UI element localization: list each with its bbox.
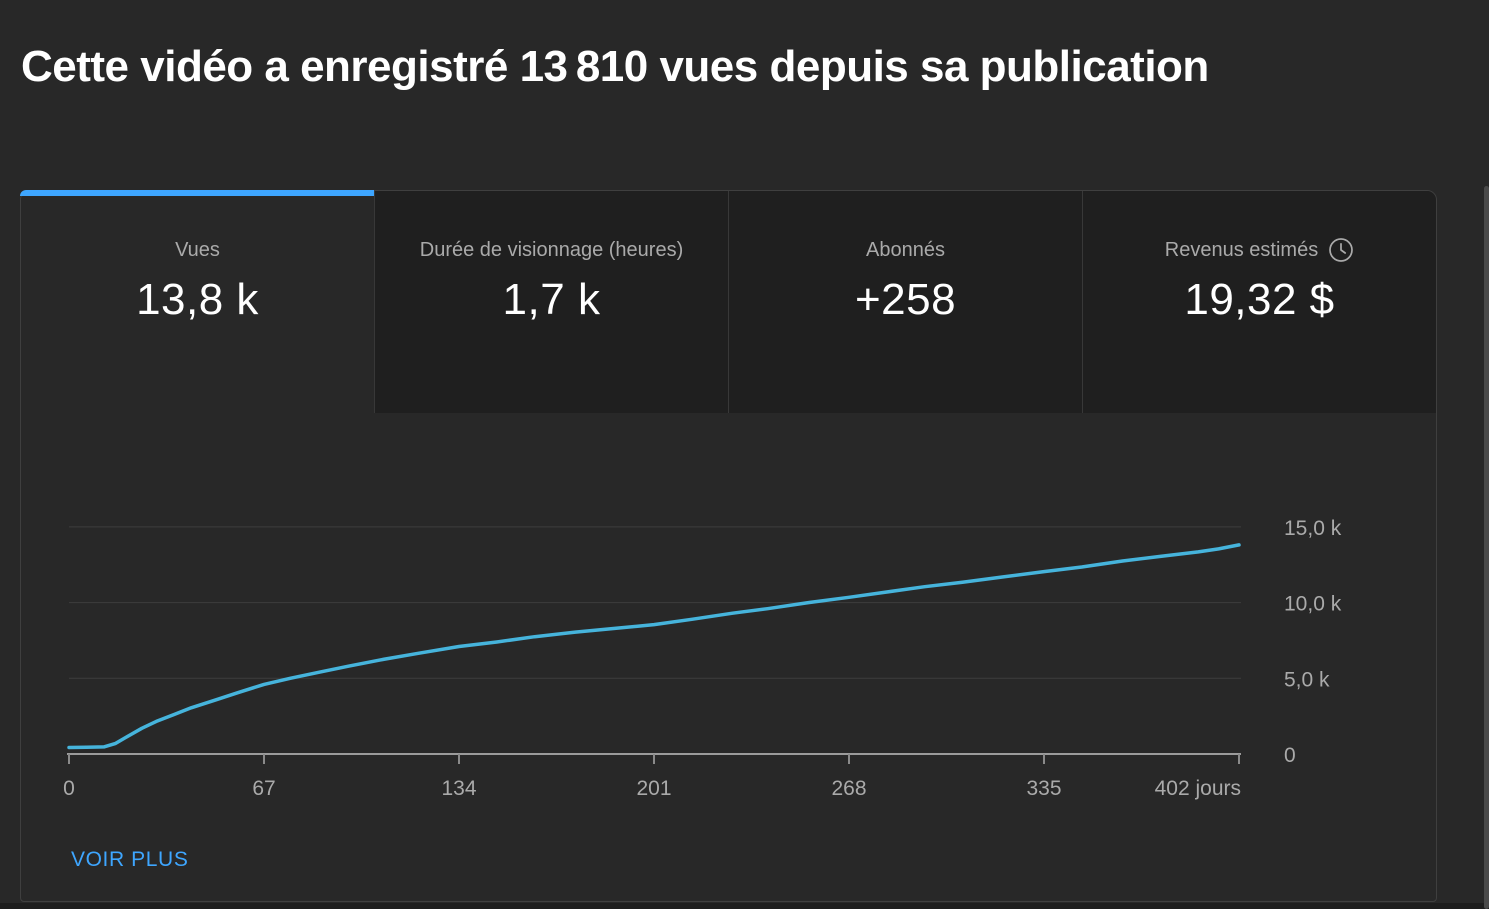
see-more-link[interactable]: VOIR PLUS <box>71 848 189 871</box>
tab-duree-label: Durée de visionnage (heures) <box>419 239 684 261</box>
tab-vues[interactable]: Vues 13,8 k <box>20 190 374 413</box>
x-tick-label: 134 <box>441 777 476 800</box>
y-tick-label: 5,0 k <box>1284 668 1330 691</box>
y-tick-label: 15,0 k <box>1284 517 1342 540</box>
tab-vues-label: Vues <box>175 239 220 261</box>
tab-abonnes-value: +258 <box>854 275 957 324</box>
y-tick-label: 0 <box>1284 744 1296 767</box>
y-tick-label: 10,0 k <box>1284 593 1342 616</box>
tab-abonnes-label: Abonnés <box>866 239 945 261</box>
x-tick-label: 0 <box>63 777 75 800</box>
tab-abonnes[interactable]: Abonnés +258 <box>728 191 1082 413</box>
active-tab-indicator <box>20 190 374 196</box>
clock-icon <box>1328 237 1354 263</box>
tab-vues-value: 13,8 k <box>136 275 259 324</box>
tab-revenus-label: Revenus estimés <box>1164 239 1319 261</box>
x-tick-label: 268 <box>831 777 866 800</box>
tab-revenus-estimes[interactable]: Revenus estimés 19,32 $ <box>1082 191 1436 413</box>
scrollbar-thumb[interactable] <box>1484 186 1489 909</box>
page-bottom-divider <box>0 903 1489 909</box>
tab-revenus-value: 19,32 $ <box>1184 275 1335 324</box>
x-tick-label: 201 <box>636 777 671 800</box>
analytics-card: Vues 13,8 k Durée de visionnage (heures)… <box>20 190 1437 902</box>
views-line-series <box>67 543 1241 750</box>
views-over-time-line-chart[interactable]: 0 67 134 201 268 335 402 jours 0 5,0 k 10,0 k 15,0… <box>21 413 1436 833</box>
tab-duree-de-visionnage[interactable]: Durée de visionnage (heures) 1,7 k <box>374 191 728 413</box>
x-tick-label: 402 jours <box>1155 777 1241 800</box>
tab-duree-value: 1,7 k <box>502 275 601 324</box>
x-tick-label: 335 <box>1026 777 1061 800</box>
page-title: Cette vidéo a enregistré 13 810 vues dep… <box>21 42 1209 91</box>
x-tick-label: 67 <box>252 777 275 800</box>
metric-tabs: Vues 13,8 k Durée de visionnage (heures)… <box>20 190 1436 413</box>
